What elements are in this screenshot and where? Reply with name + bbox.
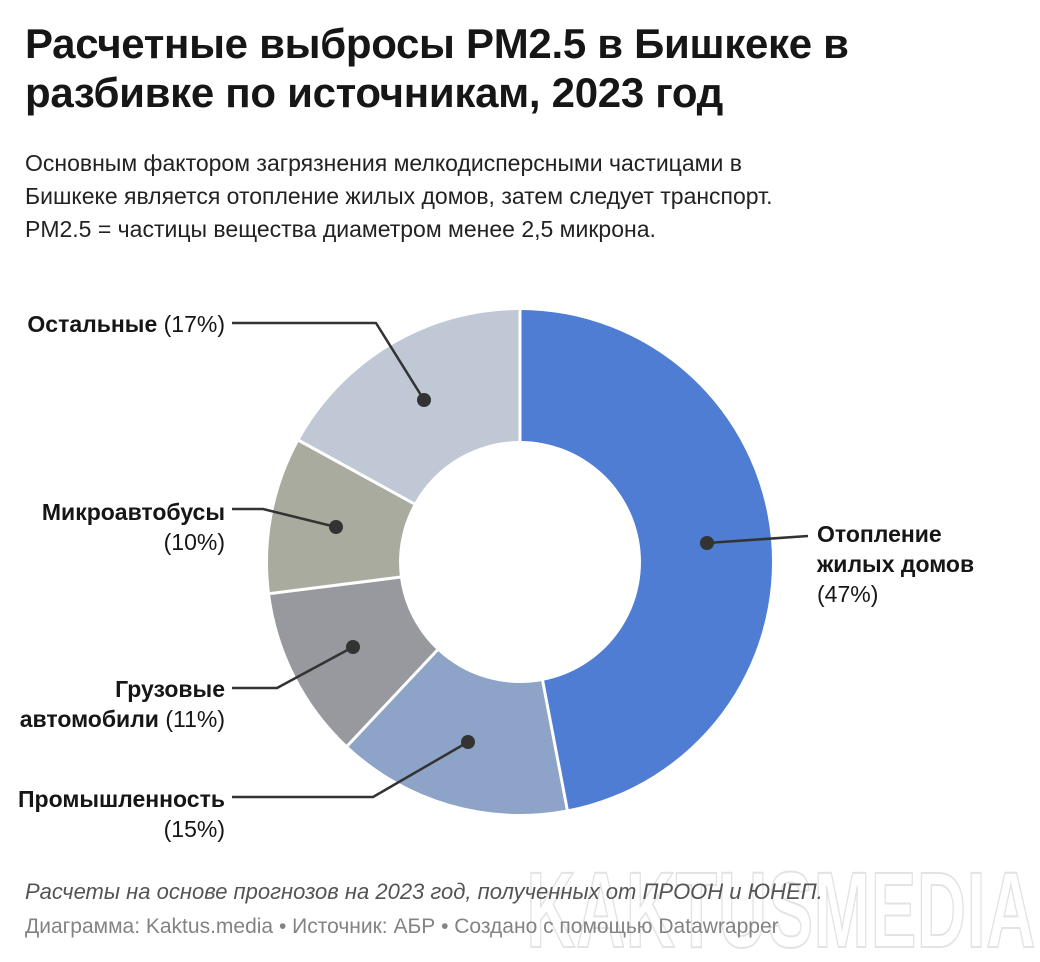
callout-line-gruzovye <box>232 645 354 690</box>
slice-gap-line <box>268 575 403 596</box>
title-line-1: Расчетные выбросы PM2.5 в Бишкеке в <box>25 20 849 67</box>
chart-description: Основным фактором загрязнения мелкодиспе… <box>25 147 1005 246</box>
slice-percent: (10%) <box>163 529 225 555</box>
slice-percent: (11%) <box>165 706 225 732</box>
description-line-2: Бишкеке является отопление жилых домов, … <box>25 183 773 209</box>
pie-slice-gruzovye-avtomobili[interactable] <box>269 577 438 746</box>
slice-percent: (47%) <box>817 581 879 607</box>
callout-label-mikroavtobusy: Микроавтобусы (10%) <box>42 497 225 557</box>
slice-label: Промышленность <box>18 786 225 812</box>
description-line-3: PM2.5 = частицы вещества диаметром менее… <box>25 216 656 242</box>
footer-note: Расчеты на основе прогнозов на 2023 год,… <box>25 879 823 904</box>
slice-gap-line <box>540 678 569 812</box>
callout-label-gruzovye: Грузовые автомобили (11%) <box>20 674 225 734</box>
pie-slice-ostalnye[interactable] <box>299 310 520 504</box>
slice-label-line-2: жилых домов <box>817 551 975 577</box>
callout-dot-mikroavtobusy <box>329 520 343 534</box>
attribution-line: Диаграмма: Kaktus.media • Источник: АБР … <box>25 915 779 938</box>
callout-line-ostalnye <box>232 321 426 401</box>
callout-dot-otoplenie <box>700 536 714 550</box>
pie-slice-otoplenie-zhilykh-domov[interactable] <box>520 310 773 810</box>
slice-label-line-1: Отопление <box>817 521 942 547</box>
slice-gap-line <box>345 647 440 748</box>
description-line-1: Основным фактором загрязнения мелкодиспе… <box>25 150 742 176</box>
callout-line-mikroavtobusy <box>232 507 337 529</box>
title-line-2: разбивке по источникам, 2023 год <box>25 69 724 116</box>
callout-label-otoplenie: Отопление жилых домов (47%) <box>817 519 974 609</box>
pie-slice-mikroavtobusy[interactable] <box>268 440 414 594</box>
slice-percent: (15%) <box>163 816 225 842</box>
slice-label-line-2: автомобили <box>19 706 159 732</box>
callout-dot-ostalnye <box>417 393 431 407</box>
callout-dot-gruzovye <box>346 640 360 654</box>
callout-dot-promyshlennost <box>461 735 475 749</box>
slice-percent: (17%) <box>163 311 225 337</box>
slice-label: Микроавтобусы <box>41 499 225 525</box>
page-title: Расчетные выбросы PM2.5 в Бишкеке в разб… <box>25 19 1005 117</box>
callout-line-promyshlennost <box>232 740 469 799</box>
callout-line-otoplenie <box>706 534 809 545</box>
callout-label-ostalnye: Остальные (17%) <box>27 309 225 339</box>
slice-label: Остальные <box>27 311 158 337</box>
slice-gap-line <box>297 438 417 507</box>
callout-label-promyshlennost: Промышленность (15%) <box>18 784 225 844</box>
pie-slice-promyshlennost[interactable] <box>347 650 568 815</box>
slice-label-line-1: Грузовые <box>115 676 225 702</box>
